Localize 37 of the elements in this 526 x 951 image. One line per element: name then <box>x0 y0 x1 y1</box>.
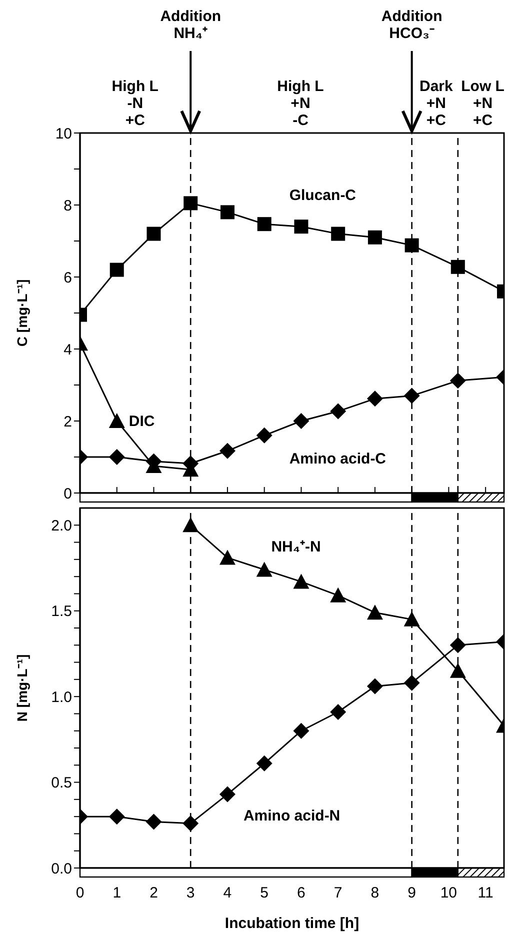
y-tick-label: 0 <box>64 485 72 502</box>
y-tick-label: 1.0 <box>51 688 72 706</box>
text: Dark +N +C <box>419 78 454 129</box>
y-tick-label: 2 <box>64 413 72 430</box>
y-tick-label: 6 <box>64 269 72 286</box>
text: High L -N +C <box>112 78 158 129</box>
x-tick-label: 0 <box>76 884 84 902</box>
y-tick-label: 1.5 <box>51 603 72 620</box>
text: Low L +N +C <box>461 78 504 129</box>
x-axis-title: Incubation time [h] <box>224 915 360 932</box>
y-tick-label: 0.0 <box>51 860 72 878</box>
x-tick-label: 1 <box>112 884 122 902</box>
x-tick-label: 5 <box>260 884 269 902</box>
x-tick-label: 3 <box>186 884 195 902</box>
ref-line-label: Addition NH₄⁺ <box>160 8 222 42</box>
y-tick-label: 10 <box>55 125 72 142</box>
ref-line-label: Addition HCO₃⁻ <box>381 8 442 42</box>
x-tick-label: 2 <box>150 884 158 902</box>
series-label: Glucan-C <box>289 187 356 204</box>
series-label: DIC <box>128 413 155 430</box>
x-tick-label: 10 <box>440 884 458 902</box>
series-label: NH₄⁺-N <box>271 538 321 556</box>
y-tick-label: 8 <box>64 197 72 214</box>
series-label: Amino acid-C <box>289 450 386 468</box>
y-tick-label: 4 <box>64 341 72 358</box>
y-axis-title: N [mg·L⁻¹] <box>14 654 30 722</box>
text: High L +N -C <box>277 78 324 129</box>
x-tick-label: 7 <box>334 884 342 902</box>
x-tick-label: 9 <box>408 884 416 902</box>
y-tick-label: 2.0 <box>51 517 72 534</box>
x-tick-label: 8 <box>370 884 380 902</box>
y-tick-label: 0.5 <box>51 774 72 792</box>
y-axis-title: C [mg·L⁻¹] <box>14 279 30 347</box>
x-tick-label: 11 <box>478 884 494 902</box>
series-label: Amino acid-N <box>243 807 340 824</box>
x-tick-label: 4 <box>223 884 232 902</box>
x-tick-label: 6 <box>297 884 306 902</box>
